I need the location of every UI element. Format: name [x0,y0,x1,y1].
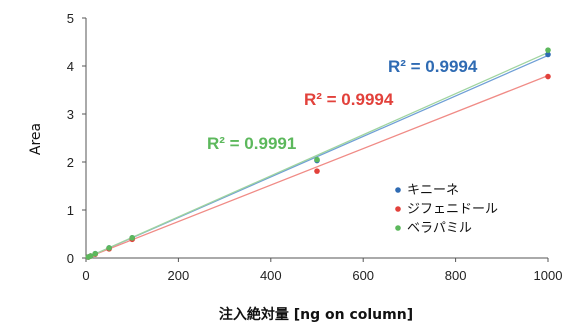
trendlines [85,51,549,259]
r2-label-1: R² = 0.9994 [304,90,394,109]
axes: 0 200 400 600 800 1000 0 1 2 3 4 5 [67,11,563,283]
data-point [314,156,320,163]
data-point [106,245,112,251]
legend-marker-0 [395,187,401,193]
r2-label-2: R² = 0.9991 [207,134,296,153]
y-tick-label: 5 [67,11,74,26]
data-point [129,235,135,241]
data-point [92,250,99,257]
trendline-2 [85,51,549,259]
x-tick-label: 400 [260,268,282,283]
x-tick-label: 0 [82,268,89,283]
y-tick-label: 1 [67,203,74,218]
data-point [314,168,320,174]
legend-label-2: ベラパミル [407,221,472,236]
data-point [545,51,551,58]
x-tick-label: 800 [445,268,467,283]
y-tick-label: 2 [67,155,74,170]
r2-label-0: R² = 0.9994 [388,57,478,76]
x-tick-label: 200 [168,268,190,283]
legend-marker-1 [395,206,401,212]
x-tick-label: 1000 [534,268,563,283]
y-tick-label: 3 [67,107,74,122]
legend-marker-2 [395,225,401,231]
data-points [85,47,551,260]
x-axis-title: 注入絶対量 [ng on column] [219,306,413,323]
trendline-1 [85,74,549,259]
legend-label-1: ジフェニドール [407,202,498,217]
y-axis-title: Area [28,123,44,155]
data-point [545,47,551,53]
x-tick-label: 600 [352,268,374,283]
legend-label-0: キニーネ [407,183,459,198]
data-point [545,73,551,80]
r2-labels: R² = 0.9994 R² = 0.9994 R² = 0.9991 [207,57,478,153]
y-tick-label: 4 [67,59,74,74]
data-point [87,253,94,259]
y-tick-label: 0 [67,251,74,266]
